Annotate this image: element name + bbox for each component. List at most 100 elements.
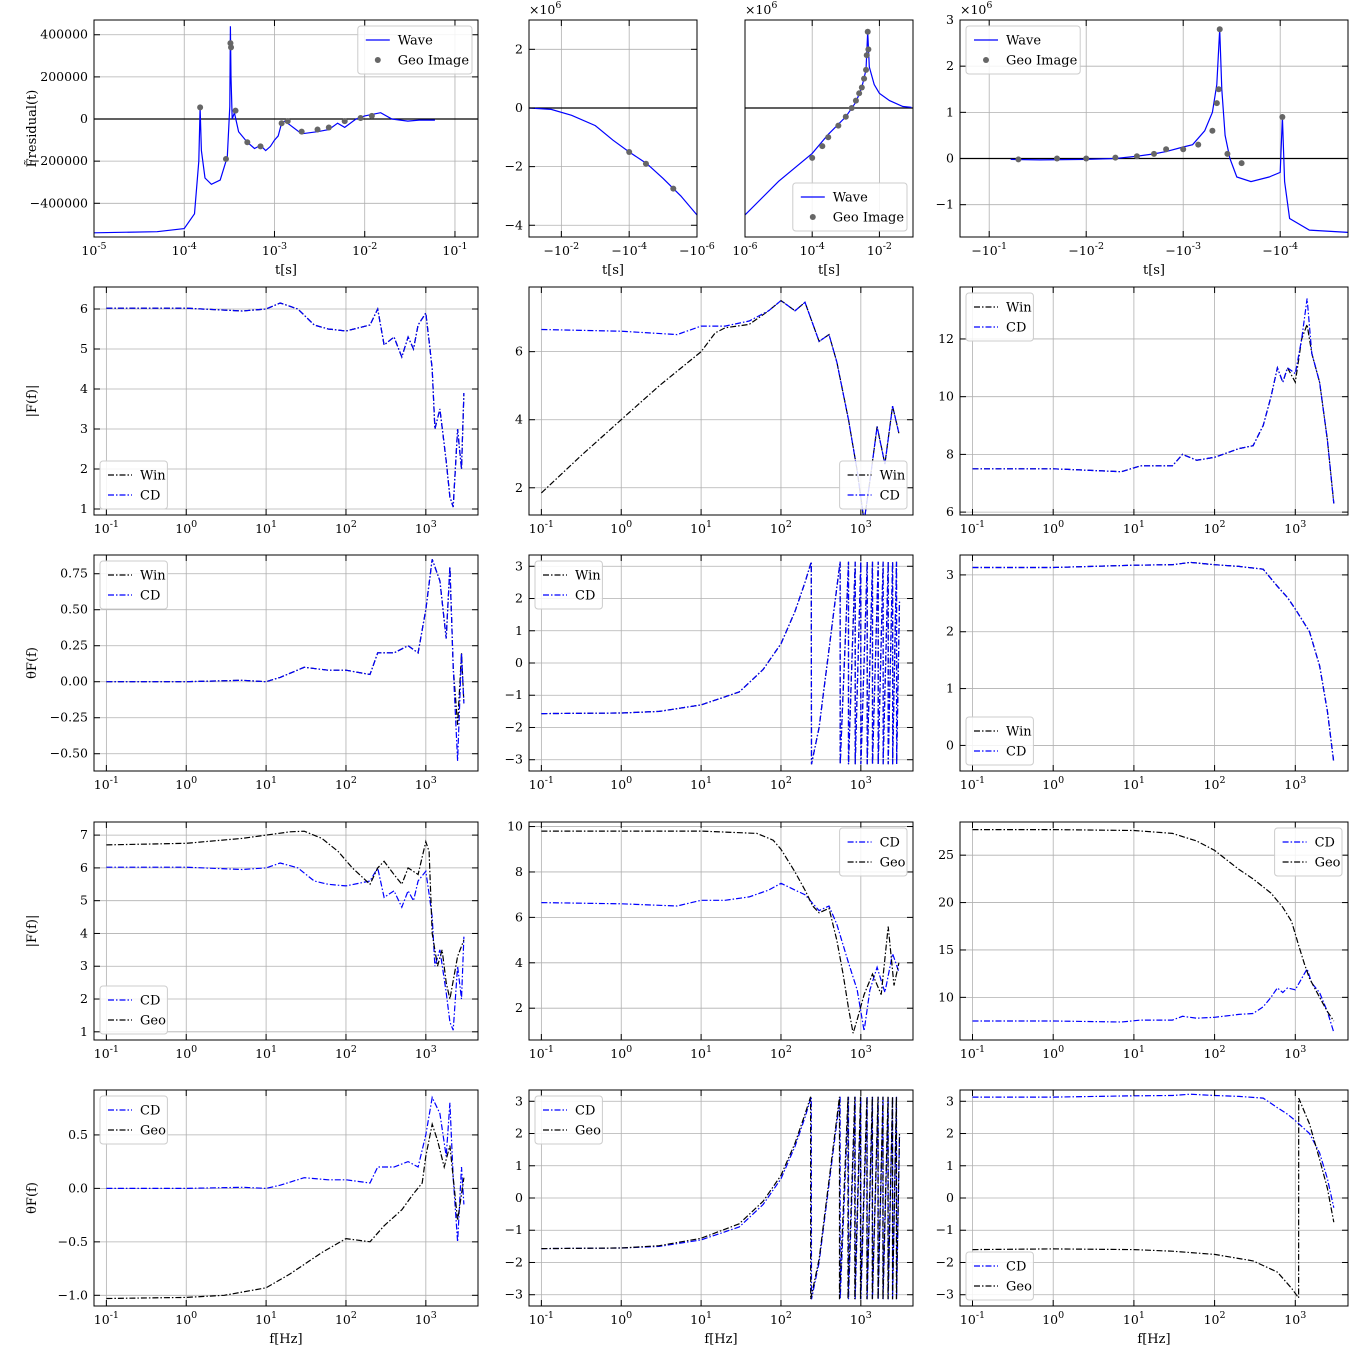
legend-box [99, 985, 168, 1035]
data-point-geo-image [848, 104, 855, 111]
x-tick-label: 100 [1042, 1044, 1064, 1061]
legend-box [965, 1251, 1034, 1301]
y-axis-label: |F(f)| [25, 915, 40, 948]
x-tick-label: 103 [850, 519, 872, 536]
y-tick-label: 1 [80, 501, 88, 516]
y-tick-label: 0 [515, 100, 523, 115]
y-axis-label: F̃residual(t) [24, 90, 40, 168]
series-line-cd [106, 862, 465, 1031]
panel-r2c2: 10-1 100 101 102 103 3 2 1 0 Win CD [946, 554, 1349, 792]
y-tick-label: 3 [80, 421, 88, 436]
x-tick-label: 100 [175, 1044, 197, 1061]
x-axis-label: t[s] [1143, 263, 1165, 278]
legend-label: Win [880, 469, 906, 484]
data-point-geo-image [341, 118, 348, 125]
series-line-cd [972, 1093, 1335, 1208]
axes-frame [959, 821, 1349, 1041]
x-tick-label: 102 [335, 1310, 357, 1327]
panel-r2c0: 10-1 100 101 102 103 0.75 0.50 0.25 0.00 −0.25 −0.… [25, 554, 479, 792]
y-tick-label: 6 [946, 504, 954, 519]
series-line-cd [106, 559, 465, 761]
legend-label: CD [140, 589, 160, 604]
legend-box [839, 827, 908, 877]
data-point-geo-image [835, 122, 842, 129]
x-tick-label: 10-1 [529, 775, 554, 792]
y-tick-label: 1 [515, 623, 523, 638]
x-tick-label: 10-5 [81, 241, 106, 258]
axes-frame [93, 1089, 479, 1307]
legend: CD Geo [99, 985, 168, 1035]
y-axis-label: θF(f) [25, 647, 40, 679]
x-tick-label: 101 [690, 1310, 712, 1327]
legend-label: Wave [398, 34, 433, 49]
y-tick-label: −2 [936, 1254, 954, 1269]
x-tick-label: −10-6 [679, 241, 715, 258]
legend-label: Geo Image [1006, 54, 1078, 69]
y-tick-label: 2 [515, 41, 523, 56]
x-tick-label: 10-3 [262, 241, 287, 258]
data-point-geo-image [670, 185, 677, 192]
axes-frame [959, 554, 1349, 772]
y-tick-label: 1 [946, 104, 954, 119]
panel-r4c2: 10-1 100 101 102 103 3 2 1 0 −1 −2 −3 f[Hz] CD Geo [936, 1089, 1349, 1346]
axes-frame [528, 286, 914, 516]
y-tick-label: −3 [936, 1287, 954, 1302]
y-tick-label: −1 [936, 1222, 954, 1237]
y-tick-label: −4 [505, 217, 523, 232]
y-tick-label: −200000 [30, 153, 88, 168]
data-point-geo-image [298, 128, 305, 135]
y-tick-label: 2 [515, 1126, 523, 1141]
data-point-geo-image [325, 124, 332, 131]
y-tick-label: −1.0 [58, 1287, 88, 1302]
y-tick-label: 5 [80, 341, 88, 356]
data-point-geo-image [257, 143, 264, 150]
axes-frame [93, 554, 479, 772]
y-tick-label: −0.25 [50, 710, 88, 725]
panel-r4c0: 10-1 100 101 102 103 0.5 0.0 −0.5 −1.0 f[Hz] θF(f)… [25, 1089, 479, 1346]
x-tick-label: 102 [1204, 775, 1226, 792]
y-tick-label: 2 [946, 624, 954, 639]
x-tick-label: 103 [415, 519, 437, 536]
legend-label: Geo Image [833, 211, 905, 226]
y-tick-label: 0 [515, 1190, 523, 1205]
legend-label: Win [140, 569, 166, 584]
y-tick-label: −0.5 [58, 1234, 88, 1249]
x-tick-label: 101 [255, 1044, 277, 1061]
legend-label: CD [575, 589, 595, 604]
legend: Win CD [839, 460, 908, 510]
data-point-geo-image [858, 84, 865, 91]
legend-marker [983, 57, 989, 63]
legend-label: Win [1006, 725, 1032, 740]
x-axis-label: t[s] [275, 263, 297, 278]
data-point-geo-image [1216, 26, 1223, 33]
axes-frame [959, 19, 1349, 238]
series-line-geo [541, 830, 900, 1034]
x-tick-label: 102 [770, 1044, 792, 1061]
series-line-cd [106, 302, 465, 508]
x-tick-label: 10-4 [172, 241, 197, 258]
x-tick-label: 101 [690, 1044, 712, 1061]
legend-box [1274, 827, 1343, 877]
y-tick-label: 8 [946, 446, 954, 461]
data-point-geo-image [1213, 100, 1220, 107]
panel-r0c2: 10-6 10-4 10-2 ×106 t[s] Wave Geo Image [732, 0, 914, 278]
x-tick-label: −10-1 [971, 241, 1007, 258]
legend-box [965, 292, 1034, 342]
legend-label: CD [880, 836, 900, 851]
x-tick-label: 10-2 [867, 241, 892, 258]
legend: CD Geo [965, 1251, 1034, 1301]
x-tick-label: 10-1 [960, 519, 985, 536]
legend-label: Geo [1315, 856, 1341, 871]
series-line-geo [541, 1096, 901, 1300]
x-tick-label: 103 [1284, 1310, 1306, 1327]
x-axis-label: t[s] [602, 263, 624, 278]
x-tick-label: 10-1 [94, 1310, 119, 1327]
y-tick-label: 200000 [40, 69, 88, 84]
series-line-cd [541, 882, 900, 1031]
legend-box [99, 560, 168, 610]
x-tick-label: 10-1 [960, 1310, 985, 1327]
x-tick-label: −10-2 [1068, 241, 1104, 258]
data-point-geo-image [1209, 127, 1216, 134]
x-tick-label: 10-1 [960, 1044, 985, 1061]
